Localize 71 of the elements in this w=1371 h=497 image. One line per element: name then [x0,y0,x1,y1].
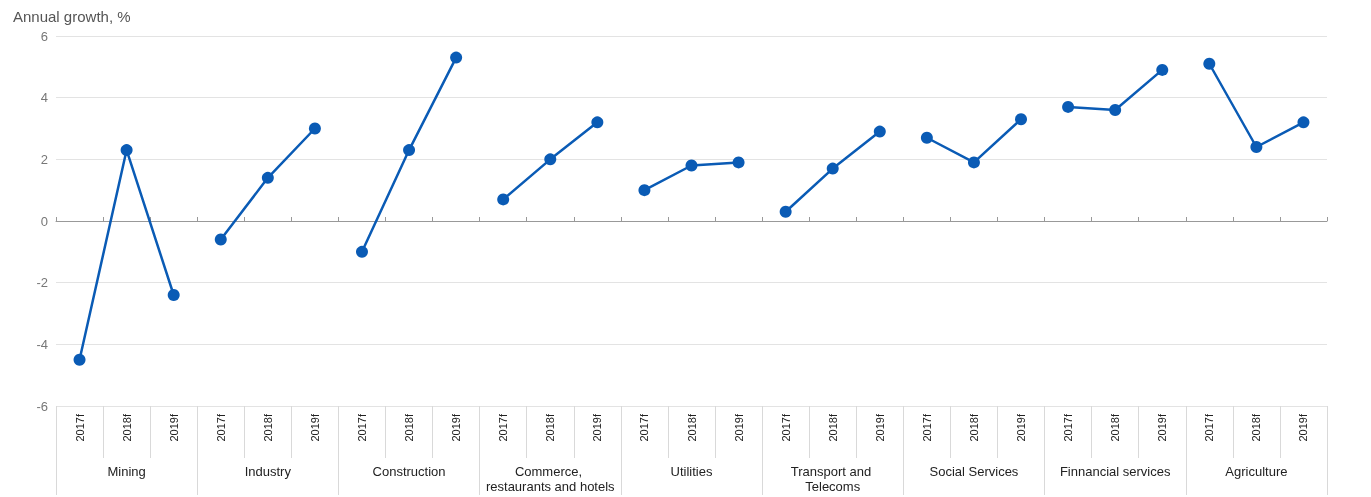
x-tick-label: 2017f [497,413,510,442]
x-tick-label: 2019f [1156,413,1169,442]
x-tick-label: 2019f [873,413,886,442]
x-tick-label: 2017f [638,413,651,442]
x-tick-label: 2019f [1015,413,1028,442]
point [638,184,651,197]
point [1203,57,1216,70]
x-tick-label: 2017f [1062,413,1075,442]
point [967,156,980,169]
point [779,205,792,218]
point [1109,104,1122,116]
point [450,51,463,64]
y-tick-label: 0 [40,213,48,229]
y-tick-label: 6 [40,28,48,44]
x-tick-label: 2017f [73,413,86,442]
point [826,162,839,175]
point [1062,100,1075,113]
text: Utilities [670,464,713,479]
x-tick-label: 2017f [355,413,368,442]
point [1156,63,1169,76]
x-tick-label: 2017f [1203,413,1216,442]
text: Industry [244,464,292,479]
point [497,193,510,206]
y-tick-label: -4 [36,336,48,352]
x-tick-label: 2018f [261,413,274,442]
point [73,353,86,366]
x-tick-label: 2018f [1250,413,1263,442]
y-tick-label: -2 [36,275,48,291]
point [1015,113,1028,126]
x-tick-label: 2019f [450,413,463,442]
text: Social Services [929,464,1019,479]
x-tick-label: 2018f [1109,413,1122,442]
chart-title: Annual growth, % [13,8,131,25]
x-tick-label: 2018f [826,413,839,442]
x-tick-label: 2019f [308,413,321,442]
point [873,125,886,138]
x-tick-label: 2017f [214,413,227,442]
x-tick-label: 2018f [544,413,557,442]
point [732,156,745,169]
point [355,245,368,258]
text: Commerce, restaurants and hotels [485,464,616,494]
x-tick-label: 2019f [167,413,180,442]
y-tick-label: 4 [40,90,48,106]
point [685,159,698,172]
point [920,131,933,144]
y-tick-label: 2 [40,151,48,167]
y-tick-label: -6 [36,398,48,414]
point [261,171,274,184]
point [591,116,604,129]
x-tick-label: 2019f [591,413,604,442]
text: Transport and Telecoms [790,464,875,494]
point [403,144,416,157]
point [1297,116,1310,129]
point [214,233,227,246]
x-tick-label: 2017f [920,413,933,442]
x-tick-label: 2017f [779,413,792,442]
x-tick-label: 2019f [1297,413,1310,442]
point [120,144,133,157]
point [1250,141,1263,153]
text: Agriculture [1225,464,1288,479]
x-tick-label: 2018f [403,413,416,442]
x-tick-label: 2018f [967,413,980,442]
point [167,289,180,301]
point [544,153,557,166]
point [308,122,321,135]
text: Mining [107,464,146,479]
x-tick-label: 2018f [120,413,133,442]
x-tick-label: 2018f [685,413,698,442]
text: Construction [372,464,446,479]
x-tick-label: 2019f [732,413,745,442]
text: Finnancial services [1059,464,1171,479]
